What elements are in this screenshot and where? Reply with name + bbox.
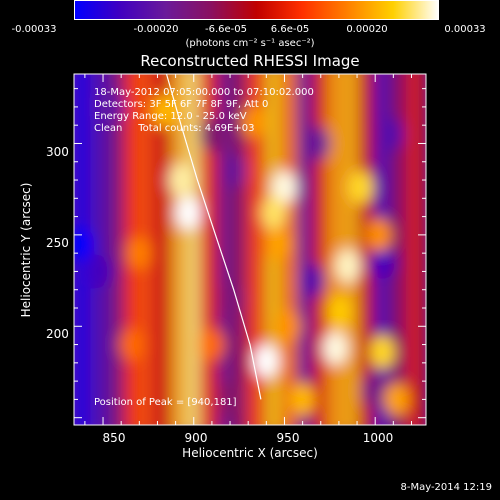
x-axis-label: Heliocentric X (arcsec) (182, 446, 318, 460)
heatmap-column (358, 74, 377, 425)
colorbar-tick-label: -0.00020 (133, 24, 179, 35)
heatmap-cold-spot (99, 89, 126, 124)
heatmap-column (90, 74, 109, 425)
heatmap-hot-spot (275, 309, 302, 344)
heatmap-hot-spot (347, 170, 374, 205)
time-range-text: 18-May-2012 07:05:00.000 to 07:10:02.000 (94, 87, 314, 98)
heatmap-layer (74, 74, 425, 425)
heatmap-hot-spot (271, 170, 298, 205)
heatmap-column (152, 74, 171, 425)
energy-range-text: Energy Range: 12.0 - 25.0 keV (94, 111, 247, 122)
y-tick-label: 300 (46, 145, 69, 159)
heatmap-column (297, 74, 316, 425)
heatmap-cold-spot (304, 126, 331, 161)
heatmap-column (326, 74, 345, 425)
heatmap-cold-spot (198, 117, 225, 152)
heatmap-hot-spot (322, 331, 349, 366)
heatmap-hot-spot (264, 227, 291, 262)
colorbar (74, 0, 439, 22)
x-tick-label: 950 (276, 431, 300, 445)
colorbar-tick-labels: -0.00033 -0.00020 -6.6e-05 6.6e-05 0.000… (0, 24, 500, 38)
heatmap-column (246, 74, 265, 425)
heatmap-cold-spot (298, 263, 325, 298)
y-axis-label: Heliocentric Y (arcsec) (19, 182, 33, 318)
heatmap-hot-spot (175, 195, 202, 230)
colorbar-tick-label: 0.00020 (346, 24, 388, 35)
chart-title: Reconstructed RHESSI Image (140, 52, 360, 70)
solar-limb-curve (165, 74, 262, 400)
heatmap-hot-spot (289, 382, 316, 417)
heatmap-cold-spot (220, 153, 247, 188)
heatmap-cold-spot (217, 281, 244, 316)
colorbar-units: (photons cm⁻² s⁻¹ asec⁻²) (185, 38, 315, 49)
colorbar-tick-label: -0.00033 (11, 24, 57, 35)
colorbar-tick-label: 6.6e-05 (270, 24, 310, 35)
colorbar-tick-label: 0.00033 (444, 24, 486, 35)
heatmap-cold-spot (362, 373, 389, 408)
heatmap-hot-spot (119, 327, 146, 362)
heatmap-column (342, 74, 361, 425)
heatmap-hot-spot (260, 195, 287, 230)
heatmap-hot-spot (369, 334, 396, 369)
heatmap-hot-spot (198, 327, 225, 362)
plot-frame (73, 73, 427, 426)
heatmap-cold-spot (369, 245, 396, 280)
heatmap-hot-spot (383, 382, 410, 417)
heatmap-hot-spot (325, 294, 352, 329)
colorbar-tick-label: -6.6e-05 (205, 24, 247, 35)
colorbar-gradient (74, 0, 439, 20)
heatmap-column (311, 74, 330, 425)
y-tick-label: 200 (46, 327, 69, 341)
heatmap-hot-spot (126, 236, 153, 271)
x-tick-label: 900 (184, 431, 208, 445)
footer-timestamp: 8-May-2014 12:19 (400, 482, 492, 493)
heatmap-cold-spot (376, 117, 403, 152)
heatmap-hot-spot (168, 163, 195, 198)
heatmap-hot-spot (151, 93, 178, 128)
axis-ticks (74, 74, 426, 425)
heatmap-column (389, 74, 408, 425)
heatmap-column (170, 74, 189, 425)
heatmap-hot-spot (240, 104, 267, 139)
x-tick-label: 1000 (362, 431, 394, 445)
clean-counts-text: Clean Total counts: 4.69E+03 (94, 123, 255, 134)
heatmap-hot-spot (365, 217, 392, 252)
x-tick-label: 850 (102, 431, 126, 445)
y-tick-label: 250 (46, 236, 69, 250)
heatmap-hot-spot (334, 248, 361, 283)
peak-position-text: Position of Peak = [940,181] (94, 397, 237, 408)
heatmap-cold-spot (217, 382, 244, 417)
heatmap-cold-spot (86, 254, 113, 289)
heatmap-column (184, 74, 203, 425)
heatmap-hot-spot (253, 344, 280, 379)
detectors-text: Detectors: 3F 5F 6F 7F 8F 9F, Att 0 (94, 99, 269, 110)
heatmap-column (406, 74, 425, 425)
heatmap-cold-spot (74, 227, 95, 262)
